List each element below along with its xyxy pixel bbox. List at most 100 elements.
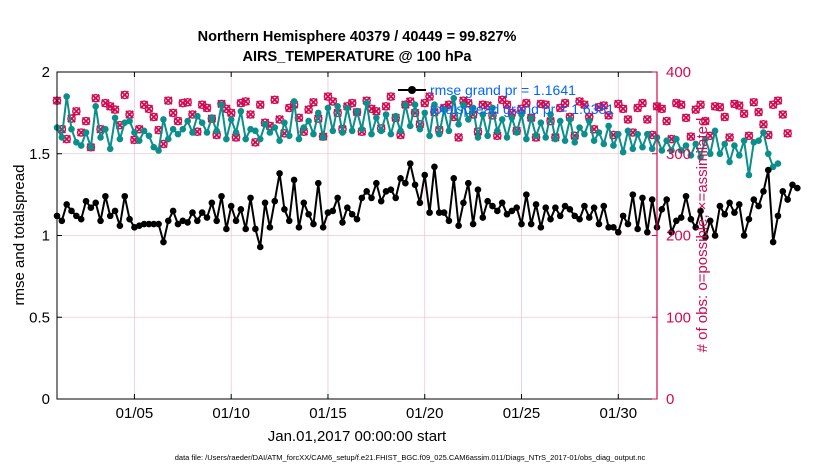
rmse-point — [711, 232, 719, 239]
rmse-point — [208, 199, 216, 207]
obs-possible-point — [691, 105, 701, 114]
rmse-point — [692, 224, 700, 231]
totalspread-point — [344, 104, 351, 112]
totalspread-point — [731, 142, 738, 149]
rmse-point — [252, 225, 259, 233]
obs-assimilated-point — [183, 98, 192, 107]
totalspread-point — [111, 114, 119, 122]
rmse-point — [764, 166, 772, 174]
rmse-point — [102, 192, 109, 200]
obs-possible-point — [328, 97, 338, 106]
totalspread-point — [397, 127, 404, 135]
totalspread-point — [460, 101, 467, 108]
totalspread-point — [455, 121, 462, 128]
rmse-point — [145, 220, 153, 228]
totalspread-point — [673, 135, 680, 143]
y-axis-left: 0 0.5 1 1.5 2 — [29, 64, 62, 408]
totalspread-point — [527, 114, 535, 122]
obs-assimilated-point — [715, 102, 725, 112]
totalspread-point — [484, 132, 491, 140]
totalspread-point — [339, 129, 346, 136]
obs-assimilated-point — [643, 115, 652, 124]
obs-possible-point — [623, 115, 633, 124]
totalspread-point — [687, 152, 695, 159]
rmse-point — [455, 222, 462, 229]
rmse-point — [387, 186, 395, 194]
totalspread-point — [334, 103, 341, 110]
rmse-point — [590, 204, 598, 212]
obs-possible-point — [604, 111, 613, 120]
totalspread-point — [431, 101, 438, 108]
totalspread-point — [498, 116, 506, 123]
totalspread-point — [194, 112, 201, 120]
totalspread-point — [184, 117, 191, 125]
obs-possible-point — [381, 102, 391, 111]
totalspread-point — [329, 127, 337, 135]
rmse-point — [716, 202, 724, 210]
totalspread-point — [276, 137, 283, 144]
totalspread-point — [281, 119, 288, 126]
totalspread-point — [145, 132, 153, 140]
totalspread-point — [426, 132, 433, 140]
totalspread-point — [760, 129, 767, 136]
rmse-point — [310, 220, 317, 228]
obs-assimilated-point — [386, 92, 396, 101]
y-right-tick-label: 400 — [666, 64, 691, 81]
totalspread-point — [189, 129, 196, 136]
totalspread-point — [310, 130, 317, 138]
obs-possible-point — [754, 107, 763, 117]
rmse-point — [479, 214, 487, 221]
rmse-point — [242, 225, 250, 233]
obs-assimilated-point — [255, 100, 265, 109]
rmse-point — [677, 214, 685, 221]
rmse-point — [518, 220, 525, 228]
rmse-point — [552, 204, 559, 212]
rmse-point — [740, 232, 748, 239]
rmse-point — [600, 202, 608, 210]
obs-assimilated-point — [226, 108, 236, 118]
obs-possible-point — [91, 93, 101, 103]
rmse-point — [82, 197, 90, 205]
totalspread-point — [392, 112, 400, 120]
rmse-point — [682, 192, 690, 200]
totalspread-point — [58, 134, 66, 141]
obs-assimilated-point — [681, 113, 691, 123]
totalspread-point — [561, 137, 569, 144]
obs-possible-point — [347, 98, 357, 108]
rmse-point — [663, 196, 670, 203]
obs-possible-point — [502, 100, 512, 109]
obs-assimilated-point — [149, 112, 159, 122]
totalspread-point — [532, 132, 540, 140]
totalspread-point — [624, 127, 632, 135]
rmse-point — [706, 217, 714, 225]
obs-assimilated-point — [105, 102, 115, 111]
rmse-point — [489, 202, 496, 210]
totalspread-point — [629, 145, 637, 153]
totalspread-point — [479, 111, 487, 118]
obs-assimilated-point — [638, 98, 647, 108]
obs-assimilated-point — [701, 116, 710, 126]
obs-assimilated-point — [575, 97, 584, 106]
rmse-point — [648, 196, 656, 203]
totalspread-point — [735, 152, 743, 159]
rmse-point — [97, 217, 104, 225]
rmse-point — [556, 212, 564, 220]
obs-possible-point — [686, 132, 696, 141]
obs-possible-point — [613, 99, 623, 109]
totalspread-point — [692, 140, 700, 148]
totalspread-point — [87, 143, 95, 151]
rmse-point — [668, 228, 675, 236]
totalspread-point — [382, 111, 390, 118]
legend-rmse-label: rmse grand pr = 1.1641 — [430, 82, 576, 98]
obs-assimilated-point — [285, 103, 294, 113]
rmse-point — [440, 209, 448, 216]
rmse-point — [605, 224, 612, 231]
obs-assimilated-point — [662, 116, 671, 126]
obs-assimilated-point — [347, 98, 357, 108]
rmse-point — [755, 202, 762, 210]
totalspread-point — [203, 129, 211, 136]
totalspread-point — [169, 125, 177, 133]
obs-assimilated-point — [604, 111, 613, 120]
totalspread-point — [164, 135, 172, 143]
